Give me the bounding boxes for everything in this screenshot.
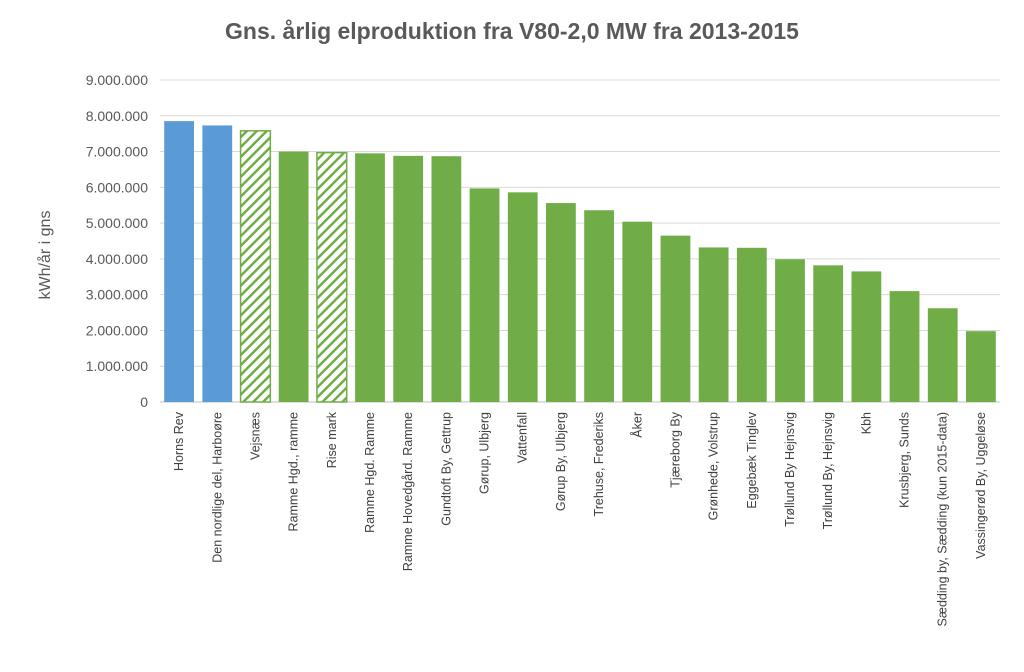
bar-19 <box>889 291 920 402</box>
bar-9 <box>507 192 538 402</box>
x-category-label: Trehuse, Frederiks <box>592 412 606 516</box>
bar-17 <box>813 265 844 402</box>
x-category-label: Gørup By, Ulbjerg <box>554 412 568 511</box>
x-category-label: Gørup, Ulbjerg <box>478 412 492 494</box>
x-category-label: Grønhede, Volstrup <box>707 412 721 520</box>
bar-16 <box>775 259 805 402</box>
y-axis-title: kWh/år i gns <box>36 211 54 300</box>
y-tick-label: 6.000.000 <box>86 179 148 195</box>
bar-18 <box>851 271 882 402</box>
x-category-label: Krusbjerg, Sunds <box>898 412 912 508</box>
y-tick-label: 2.000.000 <box>86 322 148 338</box>
y-tick-label: 4.000.000 <box>86 251 148 267</box>
bar-12 <box>622 221 653 402</box>
bar-6 <box>393 155 424 402</box>
x-category-label: Vattenfall <box>516 412 530 463</box>
bar-13 <box>660 235 691 402</box>
bar-15 <box>736 247 767 402</box>
x-category-label: Ramme Hgd. Ramme <box>363 412 377 533</box>
bar-0 <box>164 121 194 403</box>
y-tick-label: 8.000.000 <box>86 108 148 124</box>
x-category-label: Trøllund By, Hejnsvig <box>821 412 835 529</box>
x-category-label: Åker <box>629 412 644 438</box>
x-category-label: Vejsnæs <box>248 412 262 460</box>
y-tick-label: 3.000.000 <box>86 287 148 303</box>
bar-21 <box>966 331 996 402</box>
bar-20 <box>927 308 958 402</box>
y-tick-label: 1.000.000 <box>86 358 148 374</box>
bar-11 <box>584 210 614 402</box>
x-category-label: Ramme Hovedgård. Ramme <box>401 412 415 571</box>
y-tick-label: 9.000.000 <box>86 72 148 88</box>
bar-8 <box>469 188 500 402</box>
x-category-label: Rise mark <box>325 411 339 468</box>
x-category-label: Eggebæk Tinglev <box>745 411 759 508</box>
bar-14 <box>698 247 729 402</box>
bar-3 <box>278 151 309 402</box>
bar-1 <box>202 125 233 402</box>
x-category-label: Gundtoft By, Gettrup <box>439 412 453 526</box>
x-category-label: Vassingerød By, Uggeløse <box>974 412 988 559</box>
y-tick-label: 5.000.000 <box>86 215 148 231</box>
y-tick-label: 0 <box>140 394 148 410</box>
x-category-label: Den nordlige del, Harboøre <box>210 412 224 563</box>
x-axis-labels: Horns Rev Den nordlige del, Harboøre Vejsn… <box>172 411 988 626</box>
y-axis-ticks: 0 1.000.000 2.000.000 3.000.000 4.000.000 5.0… <box>86 72 149 410</box>
bar-4 <box>316 151 348 403</box>
x-category-label: Kbh <box>859 412 873 434</box>
y-tick-label: 7.000.000 <box>86 144 148 160</box>
chart-title: Gns. årlig elproduktion fra V80-2,0 MW f… <box>225 18 799 44</box>
x-category-label: Horns Rev <box>172 411 186 471</box>
bars <box>164 121 996 403</box>
x-category-label: Sædding by, Sædding (kun 2015-data) <box>936 412 950 627</box>
bar-2 <box>239 130 272 403</box>
x-category-label: Ramme Hgd., ramme <box>287 412 301 532</box>
bar-5 <box>355 153 385 402</box>
bar-10 <box>546 203 576 402</box>
x-category-label: Trøllund By Hejnsvig <box>783 412 797 527</box>
bar-7 <box>431 156 462 402</box>
x-category-label: Tjæreborg By <box>668 411 682 487</box>
